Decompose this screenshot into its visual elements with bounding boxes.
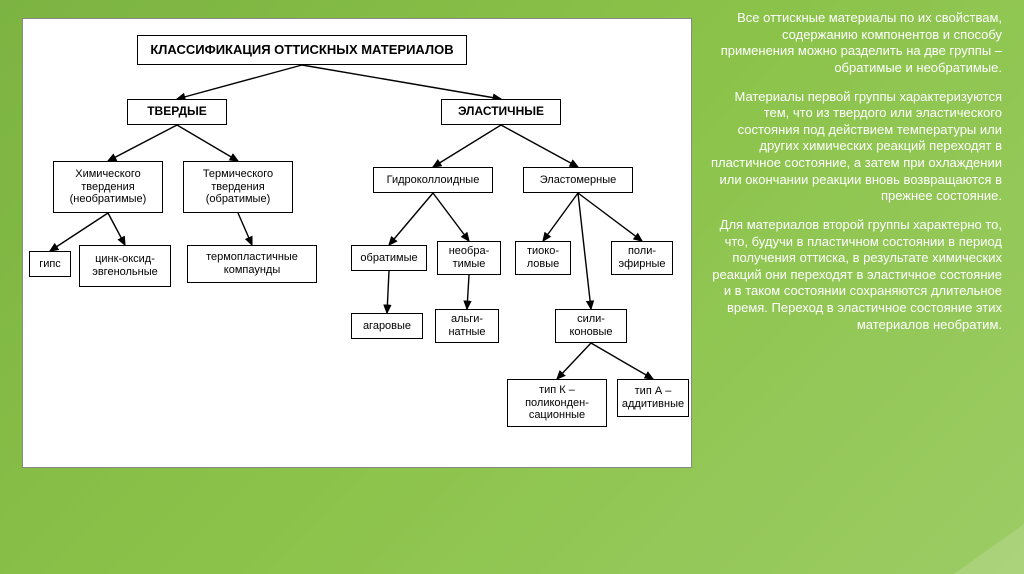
paragraph-2: Материалы первой группы характеризуются … — [708, 89, 1002, 205]
node-hydro: Гидроколлоидные — [373, 167, 493, 193]
paragraph-3: Для материалов второй группы характерно … — [708, 217, 1002, 333]
node-therm: Термического твердения (обратимые) — [183, 161, 293, 213]
node-irrev: необра-тимые — [437, 241, 501, 275]
node-typeA: тип А – аддитивные — [617, 379, 689, 417]
node-elasto: Эластомерные — [523, 167, 633, 193]
text-panel: Все оттискные материалы по их свойствам,… — [702, 0, 1024, 574]
node-hard: ТВЕРДЫЕ — [127, 99, 227, 125]
node-zinc: цинк-оксид-эвгенольные — [79, 245, 171, 287]
node-thio: тиоко-ловые — [515, 241, 571, 275]
node-algi: альги-натные — [435, 309, 499, 343]
node-agar: агаровые — [351, 313, 423, 339]
node-thermo: термопластичные компаунды — [187, 245, 317, 283]
diagram-panel: КЛАССИФИКАЦИЯ ОТТИСКНЫХ МАТЕРИАЛОВ ТВЕРДЫ… — [22, 18, 692, 468]
node-elastic: ЭЛАСТИЧНЫЕ — [441, 99, 561, 125]
corner-decoration — [954, 524, 1024, 574]
node-gips: гипс — [29, 251, 71, 277]
node-sili: сили-коновые — [555, 309, 627, 343]
node-poly: поли-эфирные — [611, 241, 673, 275]
node-rev: обратимые — [351, 245, 427, 271]
paragraph-1: Все оттискные материалы по их свойствам,… — [708, 10, 1002, 77]
node-root: КЛАССИФИКАЦИЯ ОТТИСКНЫХ МАТЕРИАЛОВ — [137, 35, 467, 65]
node-chem: Химического твердения (необратимые) — [53, 161, 163, 213]
node-typeK: тип К – поликонден-сационные — [507, 379, 607, 427]
